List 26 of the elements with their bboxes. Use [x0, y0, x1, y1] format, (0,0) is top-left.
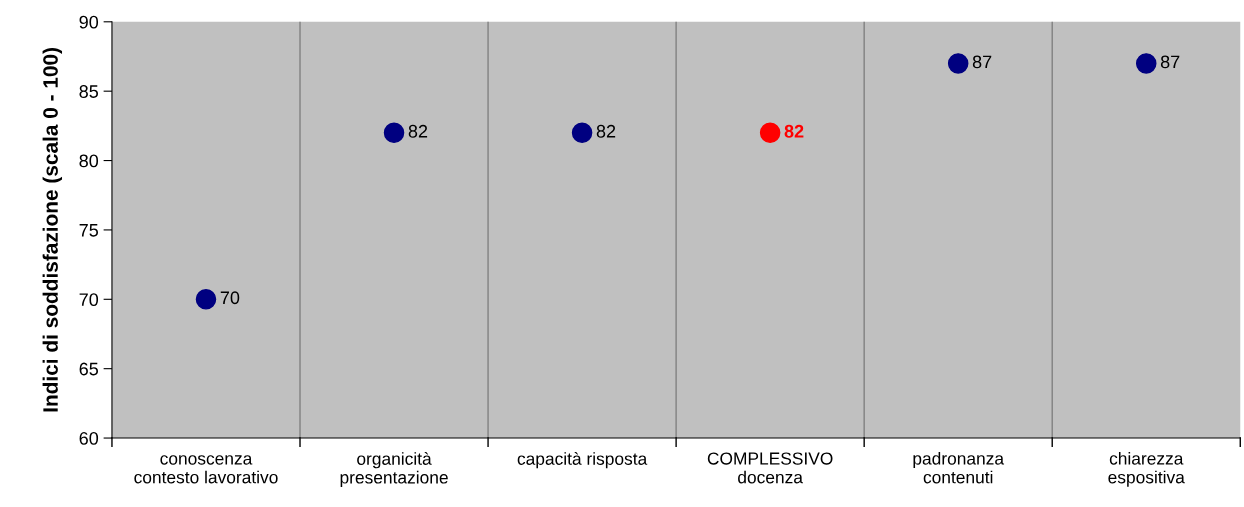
point — [195, 289, 217, 310]
y-tick-label: 85 — [79, 85, 99, 98]
y-tick-label: 75 — [79, 224, 99, 237]
data-label: 70 — [220, 291, 240, 305]
y-axis-title: Indici di soddisfazione (scala 0 - 100) — [42, 48, 63, 412]
point — [947, 53, 969, 74]
y-tick-label: 60 — [79, 431, 99, 445]
x-tick-label: COMPLESSIVO docenza — [707, 452, 833, 484]
y-tick-label: 80 — [79, 154, 99, 168]
data-label: 87 — [1160, 55, 1180, 69]
data-label: 87 — [972, 55, 992, 69]
x-tick-label: padronanza contenuti — [913, 451, 1005, 484]
data-label: 82 — [596, 124, 616, 138]
x-tick-label: capacità risposta — [517, 451, 648, 469]
x-tick-label: conoscenza contesto lavorativo — [134, 455, 278, 484]
y-tick-label: 70 — [79, 293, 99, 307]
point — [1135, 53, 1157, 74]
x-tick-label: organicità presentazione — [340, 451, 448, 488]
y-tick-label: 90 — [79, 15, 99, 29]
point — [759, 122, 781, 144]
data-label: 82 — [784, 124, 804, 138]
point — [571, 122, 593, 144]
point — [383, 122, 405, 144]
y-tick-label: 65 — [79, 362, 99, 376]
x-tick-label: chiarezza espositiva — [1108, 451, 1185, 487]
data-label: 82 — [408, 124, 428, 138]
